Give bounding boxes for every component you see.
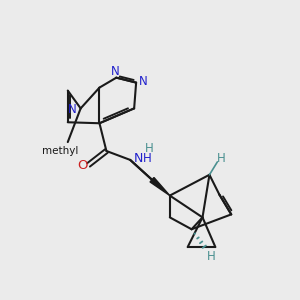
- Text: N: N: [68, 103, 77, 116]
- Text: N: N: [111, 65, 120, 78]
- Text: H: H: [143, 152, 152, 165]
- Text: H: H: [145, 142, 153, 154]
- Polygon shape: [150, 178, 170, 196]
- Text: N: N: [139, 75, 147, 88]
- Text: H: H: [207, 250, 216, 263]
- Text: H: H: [217, 152, 226, 165]
- Text: O: O: [77, 159, 88, 172]
- Text: methyl: methyl: [42, 146, 78, 156]
- Text: N: N: [134, 152, 143, 165]
